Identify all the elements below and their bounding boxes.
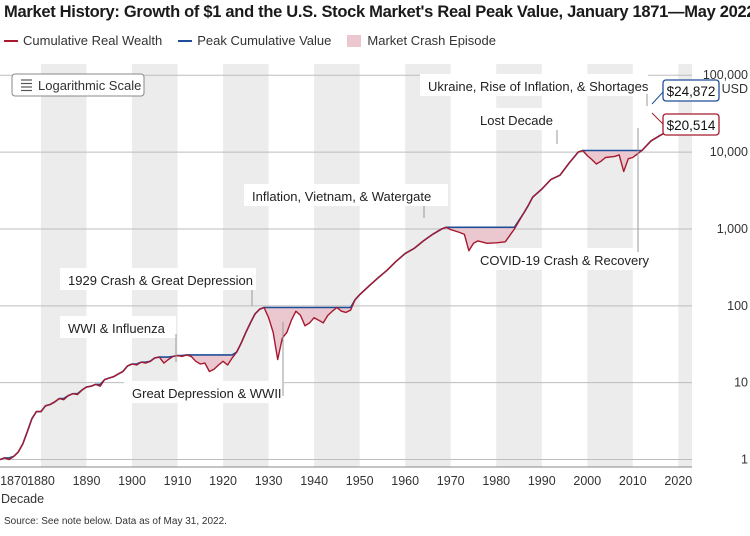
- x-tick-label: 2020: [664, 474, 692, 488]
- legend-label-peak: Peak Cumulative Value: [197, 33, 332, 48]
- decade-band-1880: [40, 64, 87, 467]
- x-tick-label: 1980: [482, 474, 510, 488]
- callout-peak: $24,872: [651, 79, 720, 105]
- annotation-box-1929: [60, 268, 256, 290]
- annotation-box-covid: [472, 248, 644, 270]
- x-tick-label: 1950: [346, 474, 374, 488]
- x-axis-label: Decade: [1, 492, 44, 506]
- x-tick-label: 2010: [619, 474, 647, 488]
- chart: 1870 1880 1890 1900 1910 1920 1930 1940 1950 1960…: [0, 64, 748, 506]
- x-tick-labels: 1870 1880 1890 1900 1910 1920 1930 1940 1950 1960…: [0, 474, 692, 488]
- callout-peak-value: $24,872: [667, 84, 716, 99]
- decade-band-2020: [678, 64, 692, 467]
- source-note: Source: See note below. Data as of May 3…: [4, 516, 227, 527]
- y-tick-label: 10: [734, 376, 748, 390]
- scale-badge-label: Logarithmic Scale: [38, 78, 141, 93]
- y-axis-unit: USD: [722, 82, 748, 96]
- x-tick-label: 1910: [164, 474, 192, 488]
- annotation-lost-decade: Lost Decade: [472, 108, 558, 144]
- series-lines: [0, 120, 688, 461]
- legend-item-wealth: Cumulative Real Wealth: [4, 33, 162, 48]
- scale-badge: Logarithmic Scale: [11, 73, 145, 97]
- annotation-depression-wwii-label: Great Depression & WWII: [132, 386, 282, 401]
- x-tick-label: 1890: [73, 474, 101, 488]
- legend-label-crash: Market Crash Episode: [367, 33, 497, 48]
- annotation-box-inflation: [244, 184, 448, 206]
- annotation-ukraine-label: Ukraine, Rise of Inflation, & Shortages: [428, 79, 649, 94]
- decade-band-1960: [405, 64, 451, 467]
- x-tick-label: 2000: [573, 474, 601, 488]
- chart-title: Market History: Growth of $1 and the U.S…: [4, 3, 750, 21]
- annotation-covid-label: COVID-19 Crash & Recovery: [480, 253, 650, 268]
- annotation-wwi: WWI & Influenza: [60, 316, 177, 362]
- y-tick-label: 100: [727, 299, 748, 313]
- grid: [0, 74, 692, 468]
- annotation-1929: 1929 Crash & Great Depression: [60, 268, 256, 306]
- y-tick-label: 100,000: [703, 68, 748, 82]
- x-tick-label: 1970: [437, 474, 465, 488]
- annotation-box-depression-wwii: [124, 381, 284, 403]
- annotation-inflation: Inflation, Vietnam, & Watergate: [244, 184, 448, 218]
- annotation-depression-wwii: Great Depression & WWII: [124, 322, 284, 403]
- callout-wealth: $20,514: [651, 112, 720, 136]
- legend-swatch-crash: [347, 34, 362, 47]
- x-tick-label: 1930: [255, 474, 283, 488]
- annotation-lost-decade-label: Lost Decade: [480, 113, 553, 128]
- annotation-box-ukraine: [420, 74, 648, 96]
- legend-label-wealth: Cumulative Real Wealth: [23, 33, 163, 48]
- annotation-1929-label: 1929 Crash & Great Depression: [68, 273, 253, 288]
- x-tick-label: 1940: [300, 474, 328, 488]
- decade-band-1920: [223, 64, 269, 467]
- callout-wealth-value: $20,514: [667, 118, 716, 133]
- cumulative-real-wealth-line: [0, 121, 688, 461]
- scale-badge-box: [11, 73, 145, 97]
- x-tick-label: 1990: [528, 474, 556, 488]
- callout-peak-leader: [651, 91, 664, 105]
- annotation-wwi-label: WWI & Influenza: [68, 321, 166, 336]
- legend-swatch-peak: [178, 39, 193, 42]
- list-icon: [21, 79, 32, 92]
- x-tick-label: 1900: [118, 474, 146, 488]
- annotation-ukraine: Ukraine, Rise of Inflation, & Shortages: [420, 74, 649, 106]
- legend: Cumulative Real Wealth Peak Cumulative V…: [4, 33, 512, 48]
- x-tick-label: 1870: [0, 474, 28, 488]
- x-tick-label: 1920: [209, 474, 237, 488]
- annotation-inflation-label: Inflation, Vietnam, & Watergate: [252, 189, 431, 204]
- decade-band-1900: [132, 64, 178, 467]
- decade-band-1940: [314, 64, 360, 467]
- legend-item-peak: Peak Cumulative Value: [178, 33, 331, 48]
- callout-wealth-box: [662, 113, 720, 136]
- y-tick-label: 1,000: [717, 222, 748, 236]
- x-tick-label: 1880: [27, 474, 55, 488]
- legend-item-crash: Market Crash Episode: [347, 33, 496, 48]
- x-tick-label: 1960: [391, 474, 419, 488]
- annotation-box-wwi: [60, 316, 176, 338]
- annotations: WWI & Influenza 1929 Crash & Great Depre…: [60, 74, 650, 403]
- annotation-box-lost-decade: [472, 108, 558, 130]
- y-tick-label: 1: [741, 453, 748, 467]
- callout-peak-box: [662, 79, 720, 102]
- callout-wealth-leader: [651, 112, 664, 125]
- legend-swatch-wealth: [4, 39, 18, 42]
- annotation-covid: COVID-19 Crash & Recovery: [472, 128, 650, 270]
- y-tick-label: 10,000: [710, 145, 748, 159]
- y-tick-labels: 1 10 100 1,000 10,000 100,000: [703, 68, 748, 466]
